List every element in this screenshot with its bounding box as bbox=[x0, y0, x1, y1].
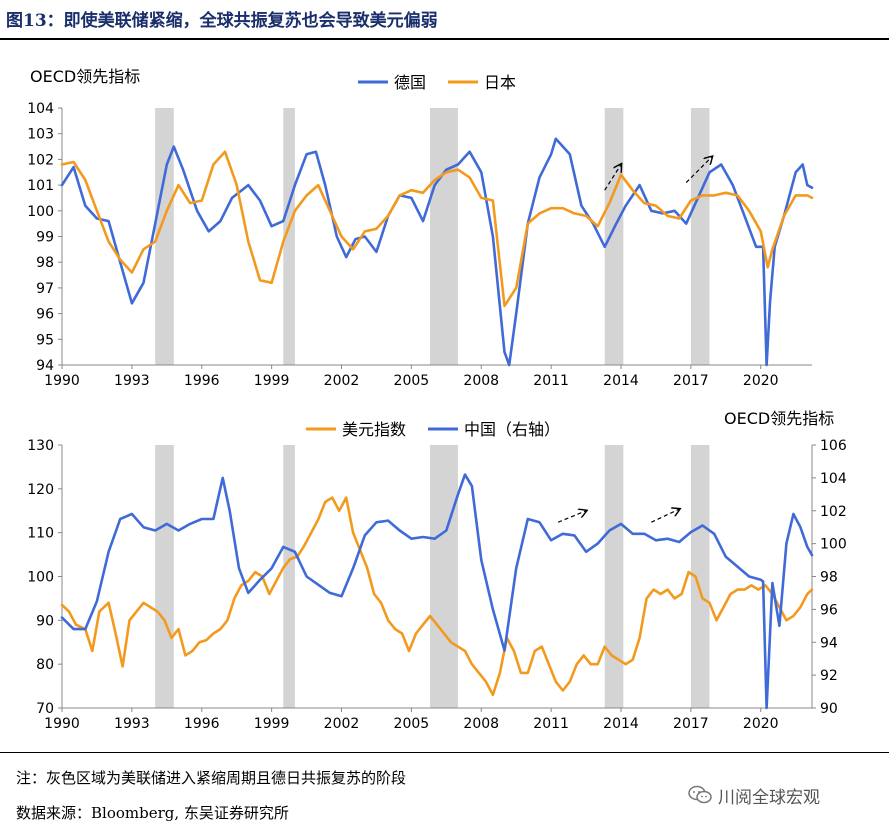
shaded-period-1 bbox=[155, 108, 174, 365]
y-tick-label-130: 130 bbox=[27, 438, 54, 454]
shaded-period-2 bbox=[283, 108, 295, 365]
y2-tick-label-92: 92 bbox=[820, 668, 838, 684]
x-tick-label-2011: 2011 bbox=[533, 373, 569, 389]
watermark: 川阅全球宏观 bbox=[688, 780, 820, 810]
shaded-period-4 bbox=[604, 108, 624, 365]
y-tick-label-102: 102 bbox=[27, 152, 54, 168]
y2-tick-label-96: 96 bbox=[820, 602, 838, 618]
legend-label-2: 中国（右轴） bbox=[464, 420, 560, 439]
shaded-period-2 bbox=[283, 445, 295, 708]
shaded-period-1 bbox=[155, 445, 174, 708]
shaded-period-3 bbox=[430, 445, 458, 708]
legend-label-1: 德国 bbox=[394, 73, 426, 92]
x-tick-label-1990: 1990 bbox=[44, 373, 80, 389]
x-tick-label-1996: 1996 bbox=[184, 373, 220, 389]
bottom-panel-usd-china: 70 80 90 100 110 120 130 90 92 94 96 98 100 102 104 106… bbox=[27, 409, 847, 732]
x-tick-label-2008: 2008 bbox=[463, 373, 499, 389]
y-tick-label-103: 103 bbox=[27, 127, 54, 143]
watermark-text: 川阅全球宏观 bbox=[718, 787, 820, 808]
legend-label-1: 美元指数 bbox=[342, 420, 406, 439]
trend-arrow-2 bbox=[685, 157, 712, 183]
y-tick-label-99: 99 bbox=[36, 230, 54, 246]
shaded-period-3 bbox=[430, 108, 458, 365]
footer-rule bbox=[0, 752, 889, 753]
y-tick-label-98: 98 bbox=[36, 255, 54, 271]
x-tick-label-2005: 2005 bbox=[394, 373, 430, 389]
x-tick-label-2011: 2011 bbox=[533, 716, 569, 732]
y-axis-label: OECD领先指标 bbox=[30, 67, 140, 86]
y-tick-label-94: 94 bbox=[36, 358, 54, 374]
shaded-period-4 bbox=[604, 445, 624, 708]
figure-title: 图13：即使美联储紧缩，全球共振复苏也会导致美元偏弱 bbox=[6, 11, 438, 31]
trend-arrow-2 bbox=[651, 509, 679, 523]
x-tick-label-2005: 2005 bbox=[394, 716, 430, 732]
x-tick-label-1990: 1990 bbox=[44, 716, 80, 732]
y-tick-label-101: 101 bbox=[27, 178, 54, 194]
footnote: 注：灰色区域为美联储进入紧缩周期且德日共振复苏的阶段 bbox=[16, 769, 407, 787]
shaded-period-5 bbox=[690, 445, 710, 708]
series-line-2 bbox=[60, 473, 814, 710]
data-source: 数据来源：Bloomberg, 东吴证券研究所 bbox=[16, 804, 289, 822]
y-tick-label-95: 95 bbox=[36, 332, 54, 348]
shaded-period-5 bbox=[690, 108, 710, 365]
y2-tick-label-94: 94 bbox=[820, 635, 838, 651]
y-tick-label-70: 70 bbox=[36, 701, 54, 717]
legend-label-2: 日本 bbox=[484, 73, 516, 92]
series-line-2 bbox=[60, 150, 814, 308]
y-tick-label-120: 120 bbox=[27, 482, 54, 498]
chart-canvas: 94 95 96 97 98 99 100 101 102 103 104 1990 1993 1996 1… bbox=[27, 67, 847, 732]
x-tick-label-2020: 2020 bbox=[743, 373, 779, 389]
series-line-1 bbox=[60, 137, 814, 367]
trend-arrow-1 bbox=[557, 511, 586, 523]
series-line-1 bbox=[60, 496, 814, 697]
y-tick-label-104: 104 bbox=[27, 101, 54, 117]
x-tick-label-2008: 2008 bbox=[463, 716, 499, 732]
x-tick-label-2002: 2002 bbox=[324, 716, 360, 732]
y2-tick-label-100: 100 bbox=[820, 537, 847, 553]
y-tick-label-100: 100 bbox=[27, 204, 54, 220]
y-tick-label-80: 80 bbox=[36, 657, 54, 673]
y2-tick-label-102: 102 bbox=[820, 504, 847, 520]
top-panel-germany-japan: 94 95 96 97 98 99 100 101 102 103 104 1990 1993 1996 1… bbox=[27, 67, 814, 389]
y2-tick-label-98: 98 bbox=[820, 570, 838, 586]
x-tick-label-1999: 1999 bbox=[254, 716, 290, 732]
wechat-icon bbox=[688, 784, 712, 806]
y-tick-label-110: 110 bbox=[27, 526, 54, 542]
x-tick-label-1993: 1993 bbox=[114, 373, 150, 389]
y-axis-label: OECD领先指标 bbox=[724, 409, 834, 428]
x-tick-label-2017: 2017 bbox=[673, 716, 709, 732]
y-tick-label-97: 97 bbox=[36, 281, 54, 297]
x-tick-label-2014: 2014 bbox=[603, 373, 639, 389]
x-tick-label-2014: 2014 bbox=[603, 716, 639, 732]
title-rule bbox=[0, 38, 889, 40]
x-tick-label-1999: 1999 bbox=[254, 373, 290, 389]
x-tick-label-2020: 2020 bbox=[743, 716, 779, 732]
y-tick-label-100: 100 bbox=[27, 570, 54, 586]
y2-tick-label-106: 106 bbox=[820, 438, 847, 454]
y2-tick-label-90: 90 bbox=[820, 701, 838, 717]
x-tick-label-1993: 1993 bbox=[114, 716, 150, 732]
y-tick-label-96: 96 bbox=[36, 307, 54, 323]
y2-tick-label-104: 104 bbox=[820, 471, 847, 487]
x-tick-label-2017: 2017 bbox=[673, 373, 709, 389]
x-tick-label-1996: 1996 bbox=[184, 716, 220, 732]
trend-arrow-1 bbox=[604, 165, 621, 191]
y-tick-label-90: 90 bbox=[36, 613, 54, 629]
x-tick-label-2002: 2002 bbox=[324, 373, 360, 389]
